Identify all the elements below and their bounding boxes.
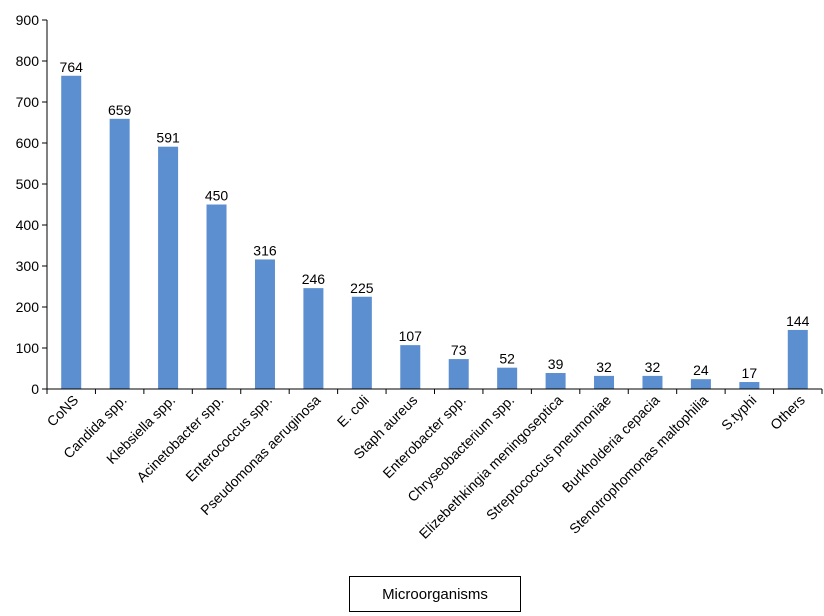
bar (642, 375, 663, 389)
bar (158, 146, 179, 389)
data-label: 24 (693, 362, 709, 378)
data-label: 246 (302, 271, 326, 287)
x-tick-label: Enterococcus spp. (182, 392, 275, 485)
bar (497, 367, 518, 389)
y-tick-label: 600 (16, 135, 40, 151)
data-label: 107 (399, 328, 423, 344)
bar (739, 382, 760, 389)
data-label: 591 (156, 130, 180, 146)
data-label: 659 (108, 102, 132, 118)
data-label: 764 (60, 59, 84, 75)
x-tick-label: E. coli (334, 392, 372, 430)
bar (400, 345, 421, 389)
bar (206, 204, 227, 389)
y-tick-label: 300 (16, 258, 40, 274)
y-tick-label: 100 (16, 340, 40, 356)
data-label: 316 (253, 242, 277, 258)
y-tick-label: 700 (16, 94, 40, 110)
data-label: 32 (596, 359, 612, 375)
bar (109, 118, 130, 389)
data-label: 144 (786, 313, 810, 329)
y-tick-label: 400 (16, 217, 40, 233)
y-tick-label: 0 (31, 381, 39, 397)
x-tick-label: Others (767, 392, 808, 433)
bar (303, 288, 324, 389)
x-axis-title: Microorganisms (349, 576, 521, 612)
x-tick-label: Acinetobacter spp. (133, 392, 226, 485)
data-label: 52 (499, 351, 515, 367)
x-tick-label: Enterobacter spp. (379, 392, 468, 481)
y-tick-label: 500 (16, 176, 40, 192)
y-axis: 0 100 200 300 400 500 600 700 800 900 (16, 12, 48, 397)
bar (448, 359, 469, 389)
bar (61, 75, 82, 389)
data-label: 32 (645, 359, 661, 375)
bar (690, 379, 711, 389)
data-label: 225 (350, 280, 374, 296)
bar (594, 375, 615, 389)
data-label: 17 (742, 365, 758, 381)
bar (254, 259, 275, 389)
x-tick-label: S.typhi (718, 392, 760, 434)
data-label: 73 (451, 342, 467, 358)
data-label: 39 (548, 356, 564, 372)
bar (351, 296, 372, 389)
y-tick-label: 900 (16, 12, 40, 28)
bar (545, 373, 566, 389)
data-labels: 764 659 591 450 316 246 225 107 73 52 39 32 32 24 17 14… (60, 59, 810, 381)
bar (787, 329, 808, 389)
y-tick-label: 800 (16, 53, 40, 69)
y-tick-label: 200 (16, 299, 40, 315)
x-tick-label: CoNS (44, 392, 82, 430)
bars (61, 75, 808, 389)
data-label: 450 (205, 188, 229, 204)
